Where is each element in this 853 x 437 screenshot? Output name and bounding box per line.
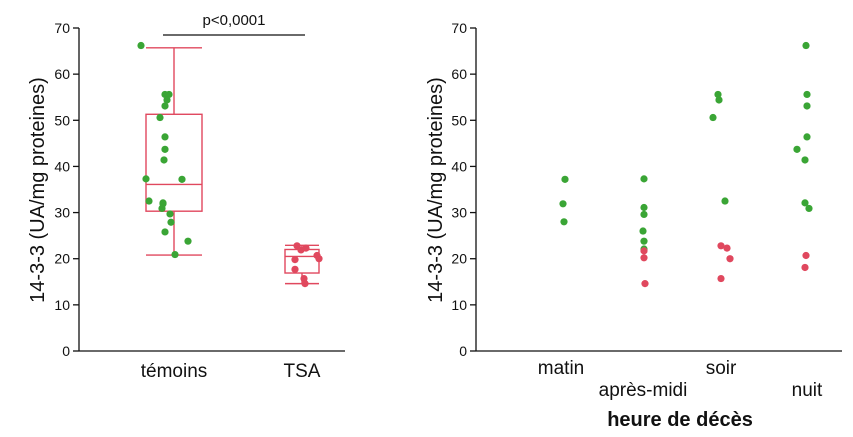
left-y-tick-label: 70 xyxy=(54,20,70,36)
right-y-tick-label: 30 xyxy=(451,205,467,221)
data-point-green xyxy=(559,200,567,208)
right-x-tick-label: soir xyxy=(706,358,737,379)
right-y-tick-label: 20 xyxy=(451,251,467,267)
data-point xyxy=(161,133,169,141)
data-point xyxy=(158,204,166,213)
data-point-green xyxy=(803,102,811,110)
left-points xyxy=(137,41,323,288)
left-y-tick-label: 40 xyxy=(54,158,70,174)
data-point xyxy=(315,255,323,263)
box-iqr xyxy=(145,113,203,212)
right-x-tick-label: nuit xyxy=(792,380,823,401)
data-point-green xyxy=(561,175,569,183)
data-point-green xyxy=(793,145,801,153)
data-point-green xyxy=(801,199,809,207)
data-point xyxy=(161,102,169,110)
data-point xyxy=(297,246,305,254)
right-y-tick-label: 10 xyxy=(451,297,467,313)
data-point-red xyxy=(641,280,649,288)
right-y-axis-title: 14-3-3 (UA/mg proteines) xyxy=(425,77,447,303)
data-point-green xyxy=(714,90,722,99)
data-point-green xyxy=(640,203,648,212)
data-point-green xyxy=(560,218,568,226)
right-y-tick-label: 0 xyxy=(459,343,467,359)
data-point-red xyxy=(640,254,648,262)
right-x-axis: matin après-midi soir nuit xyxy=(476,350,842,401)
data-point-green xyxy=(639,227,647,235)
data-point xyxy=(160,156,168,164)
data-point-green xyxy=(640,210,648,219)
left-y-tick-label: 50 xyxy=(54,112,70,128)
data-point xyxy=(167,218,175,226)
left-x-axis: témoins TSA xyxy=(79,350,345,382)
data-point-red xyxy=(802,251,810,260)
left-y-axis-title: 14-3-3 (UA/mg proteines) xyxy=(27,77,49,303)
data-point xyxy=(291,256,299,264)
data-point xyxy=(142,175,150,183)
left-y-tick-label: 10 xyxy=(54,297,70,313)
right-y-tick-label: 40 xyxy=(451,158,467,174)
right-y-tick-label: 50 xyxy=(451,112,467,128)
data-point xyxy=(166,210,174,218)
right-y-axis: 0 10 20 30 40 50 60 70 xyxy=(451,20,477,359)
left-y-tick-label: 30 xyxy=(54,205,70,221)
data-point xyxy=(145,197,153,205)
data-point-green xyxy=(715,96,723,104)
data-point-red xyxy=(717,242,725,250)
data-point-green xyxy=(640,237,648,245)
data-point-green xyxy=(721,197,729,205)
left-y-tick-label: 60 xyxy=(54,66,70,82)
left-y-axis: 0 10 20 30 40 50 60 70 xyxy=(54,20,80,359)
right-chart: 14-3-3 (UA/mg proteines) 0 10 20 30 40 50 60 70… xyxy=(425,20,842,431)
data-point xyxy=(301,280,309,288)
data-point xyxy=(161,145,169,153)
right-x-axis-title: heure de décès xyxy=(607,409,753,431)
data-point-green xyxy=(802,41,810,50)
data-point-red xyxy=(801,263,809,272)
data-point xyxy=(291,265,299,273)
left-x-tick-label: TSA xyxy=(284,361,321,382)
right-y-tick-label: 70 xyxy=(451,20,467,36)
right-x-tick-label: après-midi xyxy=(599,380,688,401)
data-point xyxy=(163,96,171,104)
data-point-green xyxy=(805,204,813,213)
data-point xyxy=(184,237,192,245)
left-y-tick-label: 0 xyxy=(62,343,70,359)
data-point-red xyxy=(640,247,648,255)
data-point xyxy=(165,90,173,99)
right-x-tick-label: matin xyxy=(538,358,584,379)
left-chart: 14-3-3 (UA/mg proteines) 0 10 20 30 40 50 60 70… xyxy=(27,12,345,382)
data-point-green xyxy=(640,175,648,183)
significance-label: p<0,0001 xyxy=(203,12,266,29)
data-point-red xyxy=(723,244,731,252)
data-point xyxy=(137,41,145,50)
right-y-tick-label: 60 xyxy=(451,66,467,82)
left-x-tick-label: témoins xyxy=(141,361,208,382)
data-point-red xyxy=(726,255,734,263)
left-boxes xyxy=(145,47,320,285)
data-point-green xyxy=(709,113,717,122)
data-point xyxy=(178,175,186,183)
data-point-red xyxy=(717,274,725,283)
left-y-tick-label: 20 xyxy=(54,251,70,267)
data-point xyxy=(171,250,179,259)
data-point-green xyxy=(803,90,811,99)
data-point xyxy=(161,228,169,236)
data-point xyxy=(156,113,164,122)
right-points xyxy=(559,41,813,288)
data-point-green xyxy=(801,156,809,164)
data-point-green xyxy=(803,133,811,141)
